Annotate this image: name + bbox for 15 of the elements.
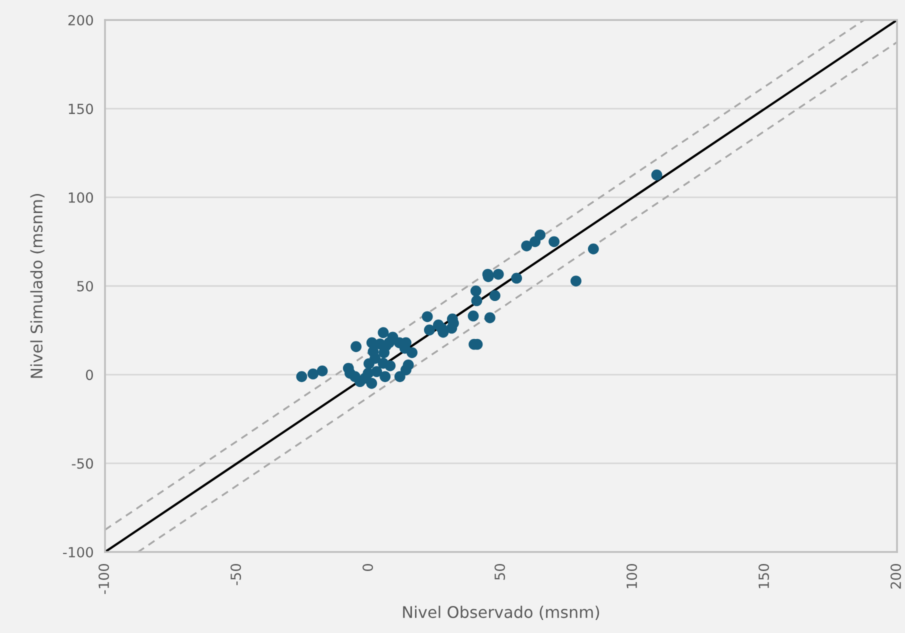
x-tick-label: 200 <box>890 564 902 589</box>
y-tick-label: 50 <box>77 280 93 292</box>
y-tick-label: 200 <box>68 14 93 26</box>
y-tick-label: 100 <box>68 192 93 203</box>
y-tick-label: 0 <box>86 370 93 380</box>
x-axis-title: Nivel Observado (msnm) <box>403 606 600 620</box>
x-tick-label: 150 <box>758 564 770 588</box>
y-axis-title: Nivel Simulado (msnm) <box>30 194 44 378</box>
x-tick-label: -50 <box>230 564 242 586</box>
y-tick-label: 150 <box>68 104 93 114</box>
x-tick-label: 0 <box>362 564 374 572</box>
x-tick-label: 100 <box>626 564 638 588</box>
x-tick-label: 50 <box>494 564 506 580</box>
y-tick-label: -50 <box>72 458 93 469</box>
y-tick-label: -100 <box>63 546 93 558</box>
